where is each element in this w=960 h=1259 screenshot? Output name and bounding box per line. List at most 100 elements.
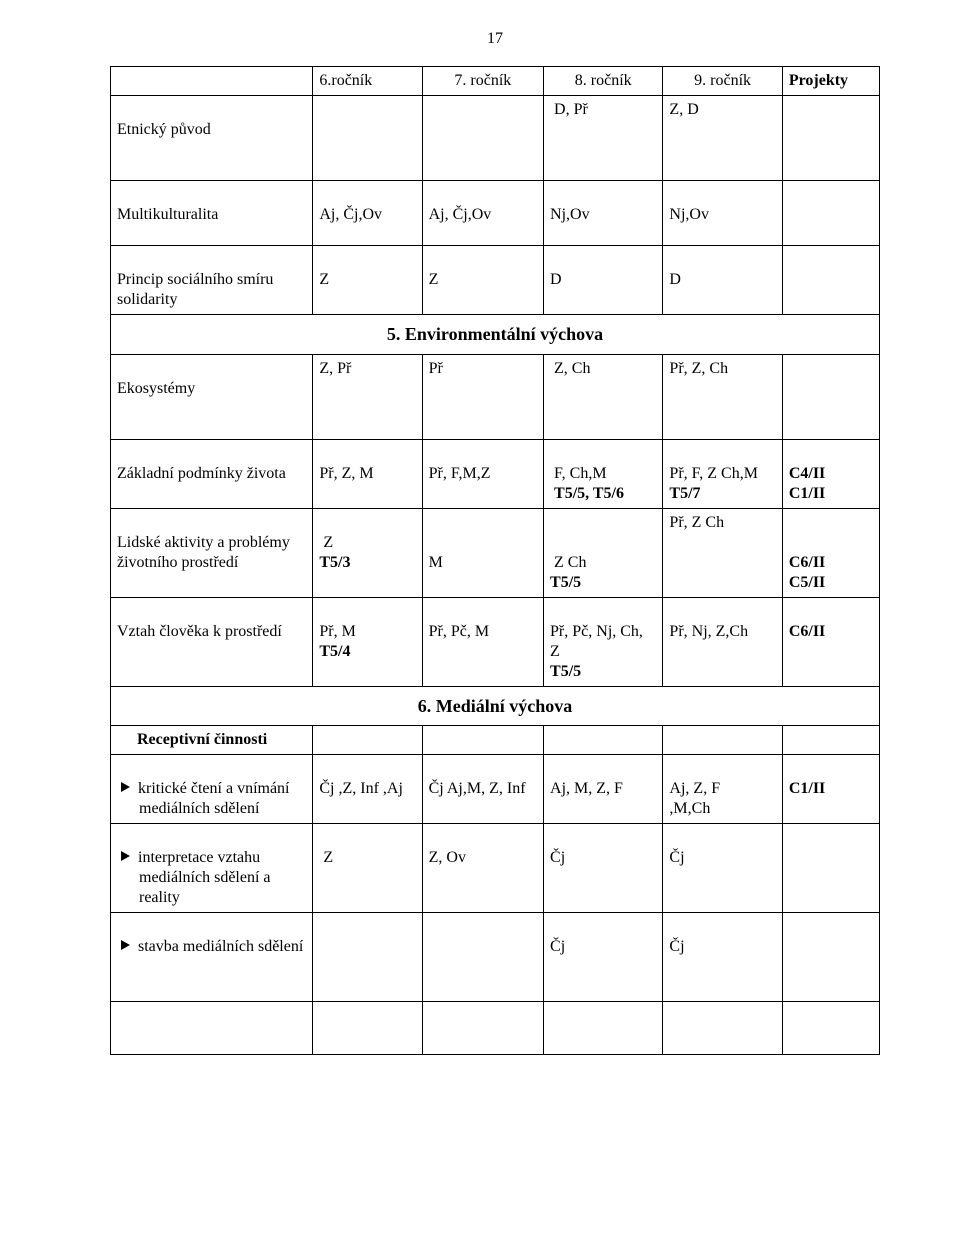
cell: Př, Pč, Nj, Ch, ZT5/5 [544, 597, 663, 686]
row-stavba: stavba mediálních sdělení Čj Čj [111, 913, 880, 1002]
cell [111, 1002, 313, 1055]
cell [782, 913, 879, 1002]
cell: Př, Pč, M [422, 597, 543, 686]
row-empty [111, 1002, 880, 1055]
cell-multi-label: Multikulturalita [111, 181, 313, 246]
cell: ZT5/3 [313, 508, 422, 597]
cell: Čj [663, 824, 782, 913]
cell [313, 96, 422, 181]
cell: Čj Aj,M, Z, Inf [422, 755, 543, 824]
header-cell-projekty: Projekty [782, 67, 879, 96]
cell [313, 1002, 422, 1055]
cell: C1/II [782, 755, 879, 824]
cell: Z [313, 824, 422, 913]
cell-lidske-label: Lidské aktivity a problémy životního pro… [111, 508, 313, 597]
cell: F, Ch,M T5/5, T5/6 [544, 439, 663, 508]
cell [313, 913, 422, 1002]
cell: Př [422, 354, 543, 439]
row-princip: Princip sociálního smíru solidarity Z Z … [111, 246, 880, 315]
cell-interpretace-label: interpretace vztahu mediálních sdělení a… [111, 824, 313, 913]
section-6-title: 6. Mediální výchova [111, 686, 880, 726]
cell-receptivni-label: Receptivní činnosti [111, 726, 313, 755]
cell: Př, Z, M [313, 439, 422, 508]
cell: Př, Z, Ch [663, 354, 782, 439]
cell: Př, F, Z Ch,MT5/7 [663, 439, 782, 508]
cell-stavba-label: stavba mediálních sdělení [111, 913, 313, 1002]
cell: C4/IIC1/II [782, 439, 879, 508]
row-interpretace: interpretace vztahu mediálních sdělení a… [111, 824, 880, 913]
row-zaklad: Základní podmínky života Př, Z, M Př, F,… [111, 439, 880, 508]
cell [544, 1002, 663, 1055]
cell: Aj, M, Z, F [544, 755, 663, 824]
cell [782, 726, 879, 755]
cell: Př, Z Ch [663, 508, 782, 597]
cell [422, 96, 543, 181]
cell: Aj, Čj,Ov [422, 181, 543, 246]
cell [422, 726, 543, 755]
row-eko: Ekosystémy Z, Př Př Z, Ch Př, Z, Ch [111, 354, 880, 439]
cell: Aj, Z, F,M,Ch [663, 755, 782, 824]
cell [782, 824, 879, 913]
cell: Nj,Ov [663, 181, 782, 246]
header-cell-blank [111, 67, 313, 96]
cell-zaklad-label: Základní podmínky života [111, 439, 313, 508]
cell: D [544, 246, 663, 315]
cell: Z, Ov [422, 824, 543, 913]
cell: Čj [663, 913, 782, 1002]
cell: C6/IIC5/II [782, 508, 879, 597]
cell: Z, Př [313, 354, 422, 439]
header-cell-7rocnik: 7. ročník [422, 67, 543, 96]
header-cell-9rocnik: 9. ročník [663, 67, 782, 96]
cell [422, 913, 543, 1002]
cell: Z, Ch [544, 354, 663, 439]
cell-etnicky-label: Etnický původ [111, 96, 313, 181]
cell: Z ChT5/5 [544, 508, 663, 597]
cell [544, 726, 663, 755]
header-cell-8rocnik: 8. ročník [544, 67, 663, 96]
cell: Čj [544, 913, 663, 1002]
cell: Čj [544, 824, 663, 913]
cell [663, 1002, 782, 1055]
row-kriticke: kritické čtení a vnímání mediálních sděl… [111, 755, 880, 824]
cell: D [663, 246, 782, 315]
row-vztah: Vztah člověka k prostředí Př, MT5/4 Př, … [111, 597, 880, 686]
header-cell-6rocnik: 6.ročník [313, 67, 422, 96]
row-multi: Multikulturalita Aj, Čj,Ov Aj, Čj,Ov Nj,… [111, 181, 880, 246]
triangle-bullet-icon [121, 782, 130, 792]
cell-princip-label: Princip sociálního smíru solidarity [111, 246, 313, 315]
cell: Př, MT5/4 [313, 597, 422, 686]
cell [663, 726, 782, 755]
cell: Z [422, 246, 543, 315]
cell: C6/II [782, 597, 879, 686]
cell [782, 354, 879, 439]
cell: Z, D [663, 96, 782, 181]
cell: Aj, Čj,Ov [313, 181, 422, 246]
cell [313, 726, 422, 755]
cell: Nj,Ov [544, 181, 663, 246]
cell: M [422, 508, 543, 597]
cell-kriticke-label: kritické čtení a vnímání mediálních sděl… [111, 755, 313, 824]
cell: D, Př [544, 96, 663, 181]
cell [782, 246, 879, 315]
cell-eko-label: Ekosystémy [111, 354, 313, 439]
section-5-header: 5. Environmentální výchova [111, 315, 880, 355]
row-etnicky: Etnický původ D, Př Z, D [111, 96, 880, 181]
cell: Př, Nj, Z,Ch [663, 597, 782, 686]
row-lidske: Lidské aktivity a problémy životního pro… [111, 508, 880, 597]
cell [422, 1002, 543, 1055]
cell-vztah-label: Vztah člověka k prostředí [111, 597, 313, 686]
cell [782, 1002, 879, 1055]
triangle-bullet-icon [121, 851, 130, 861]
section-6-header: 6. Mediální výchova [111, 686, 880, 726]
cell [782, 181, 879, 246]
page-number: 17 [110, 30, 880, 48]
row-receptivni: Receptivní činnosti [111, 726, 880, 755]
cell: Čj ,Z, Inf ,Aj [313, 755, 422, 824]
cell [782, 96, 879, 181]
cell: Př, F,M,Z [422, 439, 543, 508]
table-header-row: 6.ročník 7. ročník 8. ročník 9. ročník P… [111, 67, 880, 96]
section-5-title: 5. Environmentální výchova [111, 315, 880, 355]
curriculum-table: 6.ročník 7. ročník 8. ročník 9. ročník P… [110, 66, 880, 1055]
triangle-bullet-icon [121, 940, 130, 950]
cell: Z [313, 246, 422, 315]
